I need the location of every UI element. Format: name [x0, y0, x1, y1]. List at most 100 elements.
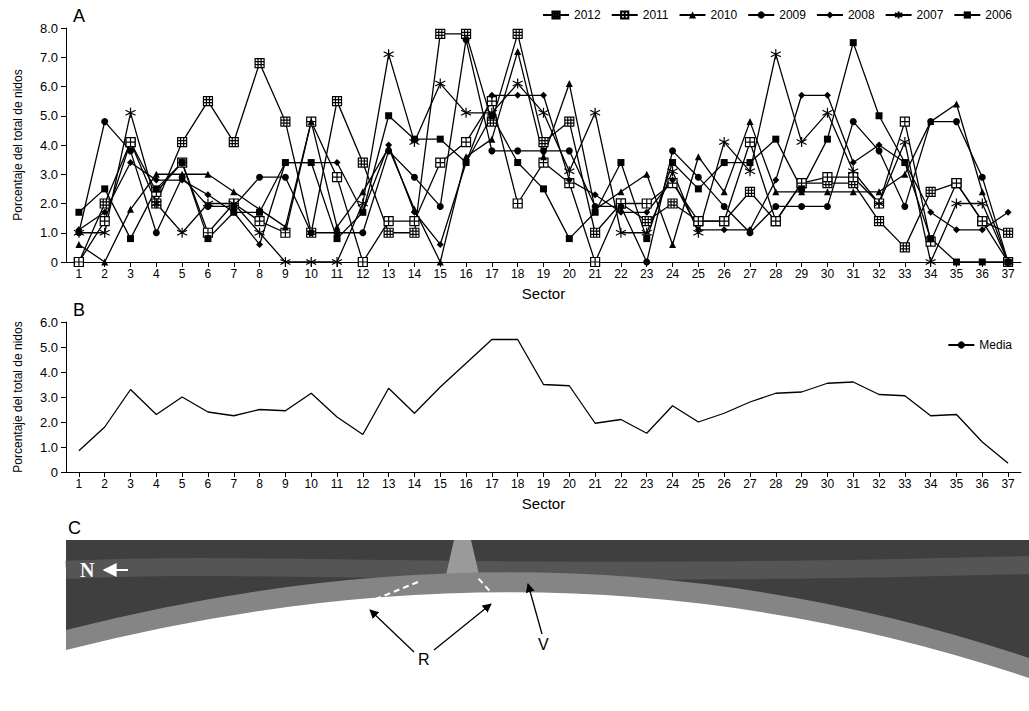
- svg-text:N: N: [80, 559, 95, 581]
- svg-text:13: 13: [382, 267, 396, 281]
- svg-text:29: 29: [795, 267, 809, 281]
- svg-text:3.0: 3.0: [40, 390, 58, 405]
- svg-text:31: 31: [847, 477, 861, 491]
- svg-text:37: 37: [1001, 477, 1015, 491]
- svg-text:10: 10: [305, 267, 319, 281]
- svg-text:7: 7: [230, 267, 237, 281]
- svg-text:29: 29: [795, 477, 809, 491]
- svg-text:20: 20: [563, 477, 577, 491]
- svg-text:19: 19: [537, 267, 551, 281]
- svg-text:34: 34: [924, 267, 938, 281]
- svg-text:19: 19: [537, 477, 551, 491]
- svg-text:26: 26: [717, 477, 731, 491]
- svg-text:16: 16: [459, 267, 473, 281]
- svg-text:2007: 2007: [917, 8, 944, 22]
- svg-text:8.0: 8.0: [40, 21, 58, 36]
- svg-text:2012: 2012: [574, 8, 601, 22]
- svg-text:32: 32: [872, 477, 886, 491]
- svg-text:2.0: 2.0: [40, 415, 58, 430]
- svg-text:7.0: 7.0: [40, 50, 58, 65]
- svg-text:27: 27: [743, 477, 757, 491]
- svg-text:20: 20: [563, 267, 577, 281]
- svg-text:4: 4: [153, 267, 160, 281]
- svg-text:28: 28: [769, 267, 783, 281]
- svg-text:32: 32: [872, 267, 886, 281]
- svg-text:22: 22: [614, 267, 628, 281]
- svg-text:7: 7: [230, 477, 237, 491]
- svg-text:0: 0: [51, 255, 58, 270]
- svg-text:14: 14: [408, 477, 422, 491]
- svg-text:22: 22: [614, 477, 628, 491]
- svg-text:27: 27: [743, 267, 757, 281]
- svg-text:34: 34: [924, 477, 938, 491]
- svg-text:33: 33: [898, 267, 912, 281]
- svg-text:1: 1: [76, 267, 83, 281]
- svg-text:23: 23: [640, 477, 654, 491]
- svg-text:V: V: [538, 636, 549, 653]
- svg-text:23: 23: [640, 267, 654, 281]
- svg-text:6: 6: [205, 477, 212, 491]
- svg-text:33: 33: [898, 477, 912, 491]
- svg-text:4: 4: [153, 477, 160, 491]
- svg-text:36: 36: [976, 267, 990, 281]
- svg-text:3: 3: [127, 267, 134, 281]
- svg-text:1.0: 1.0: [40, 440, 58, 455]
- svg-text:R: R: [418, 651, 430, 668]
- svg-text:15: 15: [434, 267, 448, 281]
- svg-text:24: 24: [666, 477, 680, 491]
- svg-text:25: 25: [692, 477, 706, 491]
- svg-text:2: 2: [101, 267, 108, 281]
- svg-text:18: 18: [511, 477, 525, 491]
- svg-text:11: 11: [331, 477, 344, 491]
- svg-text:24: 24: [666, 267, 680, 281]
- svg-text:3: 3: [127, 477, 134, 491]
- svg-text:Sector: Sector: [522, 495, 565, 512]
- svg-text:C: C: [68, 518, 81, 538]
- svg-text:6: 6: [205, 267, 212, 281]
- svg-text:Media: Media: [979, 338, 1012, 352]
- svg-text:12: 12: [356, 267, 370, 281]
- svg-text:Sector: Sector: [522, 285, 565, 302]
- svg-text:2.0: 2.0: [40, 196, 58, 211]
- svg-text:5: 5: [179, 477, 186, 491]
- svg-text:Porcentaje del total de nidos: Porcentaje del total de nidos: [11, 321, 25, 472]
- svg-text:14: 14: [408, 267, 422, 281]
- svg-text:30: 30: [821, 477, 835, 491]
- svg-text:6.0: 6.0: [40, 315, 58, 330]
- svg-text:13: 13: [382, 477, 396, 491]
- svg-text:21: 21: [588, 477, 602, 491]
- svg-text:2010: 2010: [711, 8, 738, 22]
- svg-text:3.0: 3.0: [40, 167, 58, 182]
- svg-text:30: 30: [821, 267, 835, 281]
- svg-text:2008: 2008: [848, 8, 875, 22]
- svg-text:Porcentaje del total de nidos: Porcentaje del total de nidos: [11, 69, 25, 220]
- svg-text:9: 9: [282, 267, 289, 281]
- svg-text:4.0: 4.0: [40, 365, 58, 380]
- svg-text:28: 28: [769, 477, 783, 491]
- svg-text:5.0: 5.0: [40, 108, 58, 123]
- svg-text:2006: 2006: [985, 8, 1012, 22]
- svg-text:12: 12: [356, 477, 370, 491]
- svg-text:31: 31: [847, 267, 861, 281]
- svg-text:1: 1: [76, 477, 83, 491]
- svg-text:37: 37: [1001, 267, 1015, 281]
- svg-text:B: B: [73, 300, 85, 320]
- svg-text:4.0: 4.0: [40, 138, 58, 153]
- svg-text:1.0: 1.0: [40, 225, 58, 240]
- svg-text:17: 17: [485, 267, 499, 281]
- svg-text:5.0: 5.0: [40, 340, 58, 355]
- svg-text:17: 17: [485, 477, 499, 491]
- svg-text:35: 35: [950, 267, 964, 281]
- svg-text:5: 5: [179, 267, 186, 281]
- svg-text:18: 18: [511, 267, 525, 281]
- svg-text:25: 25: [692, 267, 706, 281]
- svg-text:2011: 2011: [643, 8, 669, 22]
- svg-text:15: 15: [434, 477, 448, 491]
- svg-text:21: 21: [588, 267, 602, 281]
- svg-text:10: 10: [305, 477, 319, 491]
- svg-text:6.0: 6.0: [40, 79, 58, 94]
- svg-text:2: 2: [101, 477, 108, 491]
- svg-text:8: 8: [256, 267, 263, 281]
- svg-text:9: 9: [282, 477, 289, 491]
- svg-text:35: 35: [950, 477, 964, 491]
